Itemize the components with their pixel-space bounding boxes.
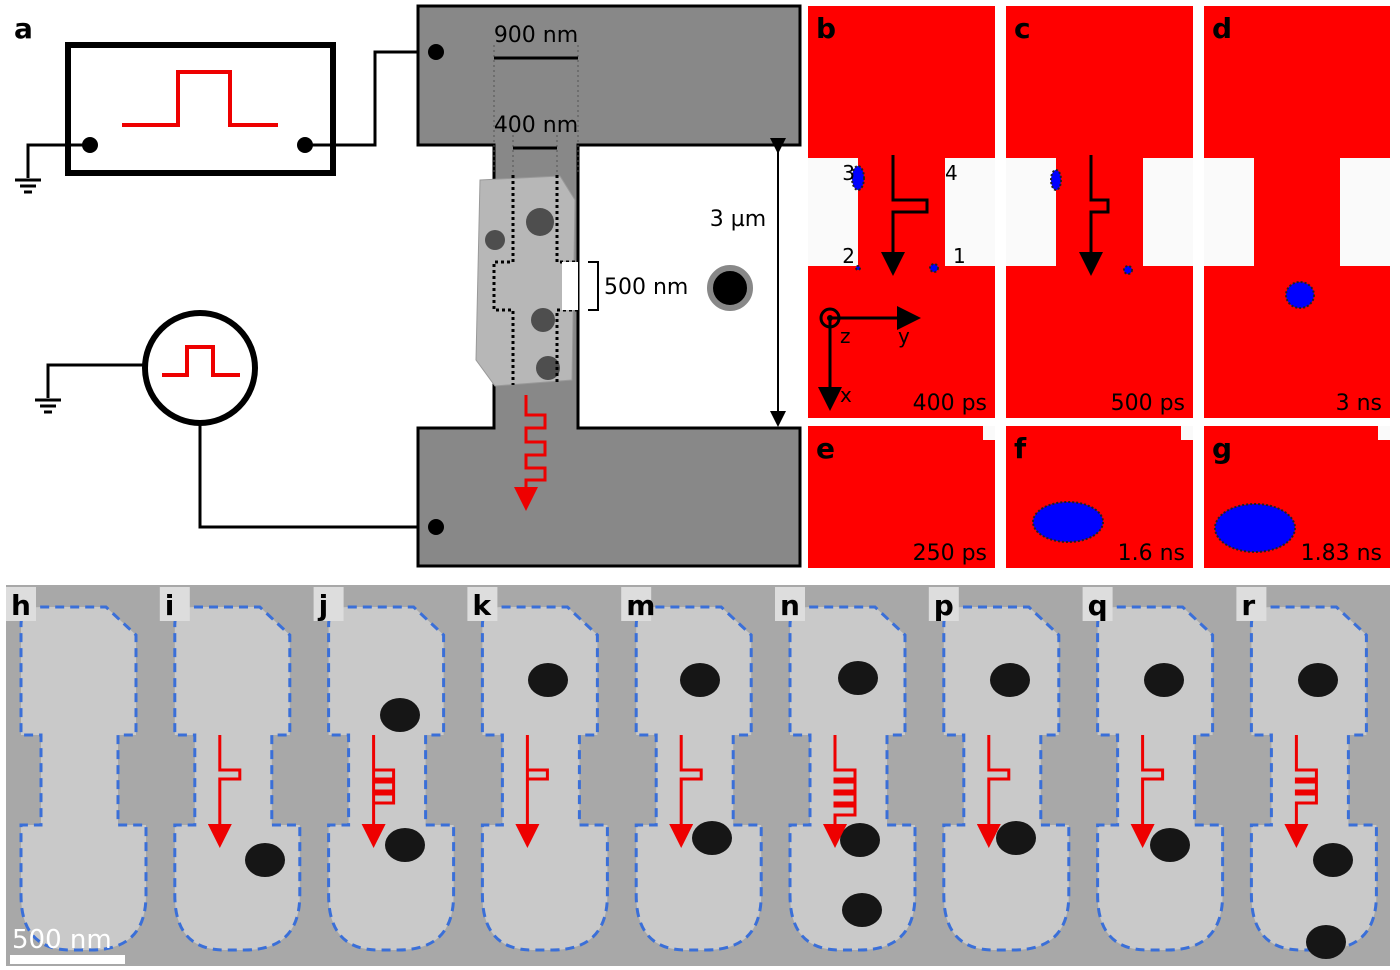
panel-label: h (11, 589, 31, 622)
contact (428, 44, 444, 60)
pulse-symbol (162, 347, 240, 375)
panel-label: b (816, 12, 836, 45)
skyrmion (526, 208, 554, 236)
notch (1006, 158, 1056, 266)
notch (1143, 158, 1193, 266)
panel-label: c (1014, 12, 1031, 45)
skyrmion (1286, 282, 1314, 308)
contact-label: 3 (842, 161, 855, 185)
panel-label: e (816, 432, 835, 465)
axis-label: z (840, 324, 851, 348)
skyrmion (1033, 502, 1103, 542)
time-label: 500 ps (1111, 391, 1185, 416)
skyrmion (856, 266, 860, 270)
time-label: 250 ps (913, 541, 987, 566)
panel-label: a (14, 12, 33, 45)
skyrmion (840, 823, 880, 857)
skyrmion (1144, 663, 1184, 697)
wire (305, 52, 436, 145)
skyrmion (990, 663, 1030, 697)
skyrmion (680, 663, 720, 697)
skyrmion (1298, 663, 1338, 697)
notch (1181, 426, 1193, 440)
time-label: 1.83 ns (1301, 541, 1382, 566)
dimension-label: 900 nm (494, 23, 578, 48)
skyrmion (1306, 925, 1346, 959)
dimension-label: 400 nm (494, 113, 578, 138)
skyrmion (838, 661, 878, 695)
skyrmion (842, 893, 882, 927)
skyrmion (245, 843, 285, 877)
xmcd-image (476, 176, 575, 386)
skyrmion (385, 828, 425, 862)
panel-label: k (472, 589, 492, 622)
scale-bar (10, 955, 125, 964)
pulse-generator (68, 45, 333, 173)
panel-label: f (1014, 432, 1027, 465)
dimension-label: 3 µm (710, 207, 766, 232)
skyrmion (1150, 828, 1190, 862)
pulse-symbol (122, 72, 278, 125)
contact (428, 519, 444, 535)
panel-label: m (626, 589, 655, 622)
contact-label: 4 (945, 161, 958, 185)
dimension (588, 262, 598, 310)
skyrmion (1124, 266, 1132, 274)
wire (200, 423, 436, 527)
notch (1340, 158, 1390, 266)
panel-label: d (1212, 12, 1232, 45)
body: a 900 nm 400 nm 3 µm 500 nm b 400 ps c 500 ps d 3 … (0, 0, 1400, 970)
contact-label: 2 (842, 244, 855, 268)
skyrmion-symbol (710, 268, 750, 308)
skyrmion (1313, 843, 1353, 877)
panel-label: q (1088, 589, 1108, 622)
panel-label: i (165, 589, 175, 622)
skyrmion (485, 230, 505, 250)
skyrmion (692, 821, 732, 855)
dimension-label: 500 nm (604, 275, 688, 300)
pulse-source (145, 313, 255, 423)
panel-label: j (318, 589, 329, 622)
notch (1204, 158, 1254, 266)
panel-label: r (1241, 589, 1255, 622)
time-label: 400 ps (913, 391, 987, 416)
notch (1378, 426, 1390, 440)
axis-label: x (840, 383, 852, 407)
skyrmion (930, 264, 938, 272)
contact-label: 1 (953, 244, 966, 268)
notch (983, 426, 995, 440)
skyrmion (528, 663, 568, 697)
time-label: 3 ns (1336, 391, 1382, 416)
page: {"panel_a": {"label": "a", "width_top": … (0, 0, 1400, 970)
axis-label: y (898, 324, 910, 348)
panel-label: g (1212, 432, 1232, 465)
wire (48, 365, 145, 398)
panel-label: n (780, 589, 800, 622)
skyrmion (1051, 170, 1061, 190)
scale-bar-label: 500 nm (12, 925, 112, 955)
skyrmion (1215, 504, 1295, 552)
time-label: 1.6 ns (1118, 541, 1185, 566)
figure: a 900 nm 400 nm 3 µm 500 nm b 400 ps c 500 ps d 3 … (0, 0, 1400, 966)
skyrmion (996, 821, 1036, 855)
panel-label: p (934, 589, 954, 622)
skyrmion (531, 308, 555, 332)
skyrmion (380, 698, 420, 732)
notch (562, 262, 578, 310)
